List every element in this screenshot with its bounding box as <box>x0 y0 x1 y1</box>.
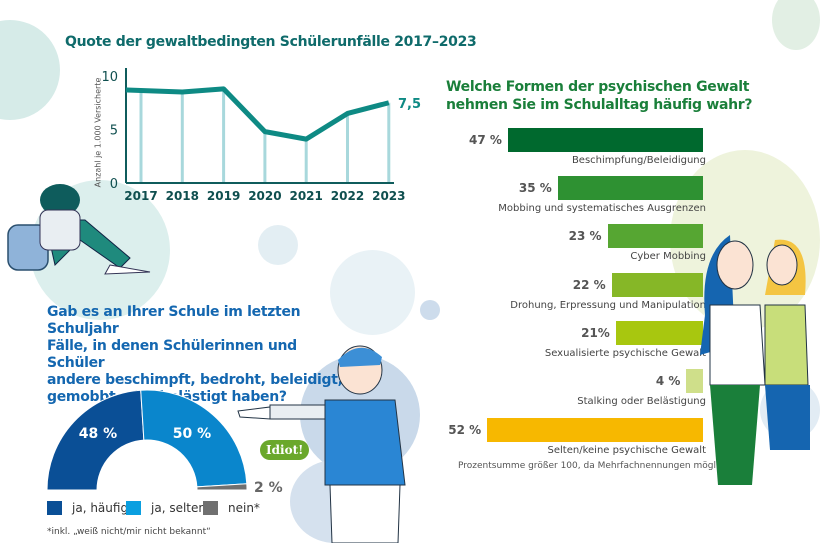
decor-circle <box>420 300 440 320</box>
bar-chart-title-line: nehmen Sie im Schulalltag häufig wahr? <box>446 97 753 113</box>
y-tick-label: 10 <box>101 70 118 85</box>
speech-bubble: Idiot! <box>260 440 310 460</box>
data-line <box>125 86 390 142</box>
sad-student-illustration <box>7 184 151 275</box>
x-tick-label: 2021 <box>289 189 322 203</box>
bar-category-label: Selten/keine psychische Gewalt <box>547 445 706 456</box>
legend-swatch <box>47 501 62 515</box>
bar-value-label: 47 % <box>469 133 502 147</box>
bar-category-label: Stalking oder Belästigung <box>577 396 706 407</box>
bar-value-label: 35 % <box>518 181 552 195</box>
x-tick-label: 2017 <box>124 189 157 203</box>
y-axis-label: Anzahl je 1.000 Versicherte <box>93 77 103 188</box>
x-tick-label: 2022 <box>331 189 364 203</box>
line-chart: 0 5 10 2017 2018 2019 2020 2021 2022 2023 7,5 <box>101 68 421 203</box>
x-tick-label: 2018 <box>166 189 199 203</box>
x-tick-label: 2019 <box>207 189 240 203</box>
decor-circle <box>330 250 415 335</box>
legend-swatch <box>126 501 141 515</box>
decor-circle <box>258 225 298 265</box>
bar-category-label: Beschimpfung/Beleidigung <box>571 155 706 166</box>
donut-segment <box>46 389 145 491</box>
bar-category-label: Cyber Mobbing <box>630 251 706 262</box>
bar-chart-title-line: Welche Formen der psychischen Gewalt <box>446 79 750 95</box>
women-illustration <box>700 235 810 485</box>
donut-segment <box>140 389 248 488</box>
bar-value-label: 23 % <box>568 229 602 243</box>
donut-question: Gab es an Ihrer Schule im letzten Schulj… <box>47 304 347 406</box>
bar-value-label: 22 % <box>572 278 606 292</box>
half-donut-chart: 48 % 50 % 2 % <box>46 389 283 496</box>
legend-label: ja, selten <box>151 501 206 515</box>
x-tick-label: 2020 <box>248 189 281 203</box>
end-value-label: 7,5 <box>398 97 421 112</box>
y-tick-label: 0 <box>110 177 118 192</box>
segment-value-label: 48 % <box>79 426 117 442</box>
bar-category-label: Mobbing und systematisches Ausgrenzen <box>498 203 706 214</box>
bar-category-label: Drohung, Erpressung und Manipulation <box>510 300 706 311</box>
question-line: Gab es an Ihrer Schule im letzten Schulj… <box>47 304 301 337</box>
x-tick-label: 2023 <box>372 189 405 203</box>
question-line: Fälle, in denen Schülerinnen und Schüler <box>47 338 297 371</box>
bar <box>615 321 703 345</box>
bar-category-label: Sexualisierte psychische Gewalt <box>544 348 706 359</box>
legend-item: ja, selten <box>126 501 206 515</box>
y-tick-label: 5 <box>110 124 118 139</box>
bar <box>487 418 703 442</box>
bar <box>611 273 703 297</box>
legend-label: nein* <box>228 501 260 515</box>
pointing-boy-illustration <box>237 345 406 543</box>
legend-label: ja, häufig <box>72 501 129 515</box>
donut-segment <box>196 483 248 491</box>
bar-value-label: 21% <box>581 326 610 340</box>
bar <box>507 128 703 152</box>
decor-circle <box>772 0 820 50</box>
bar <box>557 176 703 200</box>
donut-footnote: *inkl. „weiß nicht/mir nicht bekannt“ <box>47 527 211 537</box>
bar-chart-note: Prozentsumme größer 100, da Mehrfachnenn… <box>458 461 730 471</box>
legend-swatch <box>203 501 218 515</box>
bar-value-label: 52 % <box>448 423 482 437</box>
legend-item: nein* <box>203 501 260 515</box>
bar-chart-title: Welche Formen der psychischen Gewalt neh… <box>446 78 753 114</box>
segment-value-label: 50 % <box>173 426 211 442</box>
question-line: andere beschimpft, bedroht, beleidigt, <box>47 372 343 388</box>
bar <box>686 369 703 393</box>
bar <box>607 224 703 248</box>
bar-value-label: 4 % <box>655 374 681 388</box>
line-chart-title: Quote der gewaltbedingten Schülerunfälle… <box>65 34 477 50</box>
legend-item: ja, häufig <box>47 501 128 515</box>
segment-value-label: 2 % <box>254 480 283 496</box>
